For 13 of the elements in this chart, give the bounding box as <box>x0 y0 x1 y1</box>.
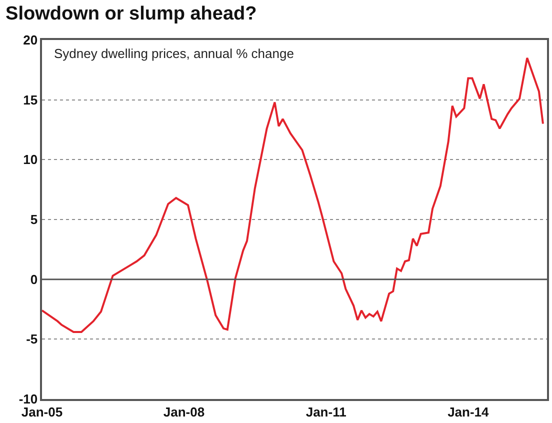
y-tick-label: 15 <box>23 92 38 108</box>
x-tick-label: Jan-11 <box>306 404 346 420</box>
y-tick-label: -10 <box>18 392 38 407</box>
y-tick-label: 0 <box>30 272 38 287</box>
x-tick-label: Jan-14 <box>448 404 490 420</box>
y-tick-label: 5 <box>30 212 38 228</box>
text: Sydney dwelling prices, annual % change <box>54 46 294 61</box>
y-tick-label: 10 <box>23 152 38 168</box>
chart-title: Slowdown or slump ahead? <box>6 4 257 25</box>
y-tick-label: -5 <box>26 332 38 347</box>
x-tick-label: Jan-08 <box>163 404 205 420</box>
x-tick-label: Jan-05 <box>21 404 63 420</box>
y-tick-label: 20 <box>23 32 38 48</box>
